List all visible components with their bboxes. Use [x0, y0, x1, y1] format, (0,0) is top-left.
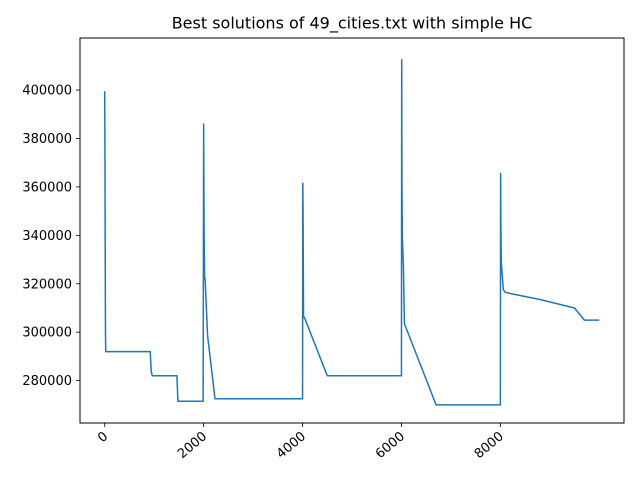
axes-frame [79, 37, 625, 424]
y-axis: 280000 300000 320000 340000 360000 380000 4000… [22, 84, 80, 389]
plot-area [103, 59, 600, 406]
y-tick-label: 300000 [22, 326, 72, 341]
chart-title: Best solutions of 49_cities.txt with sim… [172, 14, 533, 34]
y-tick-label: 340000 [22, 229, 72, 244]
y-tick-label: 400000 [22, 84, 72, 99]
y-tick-label: 380000 [22, 132, 72, 147]
series-line [103, 59, 600, 406]
y-tick-label: 360000 [22, 180, 72, 195]
y-tick-label: 280000 [22, 374, 72, 389]
y-tick-label: 320000 [22, 277, 72, 292]
